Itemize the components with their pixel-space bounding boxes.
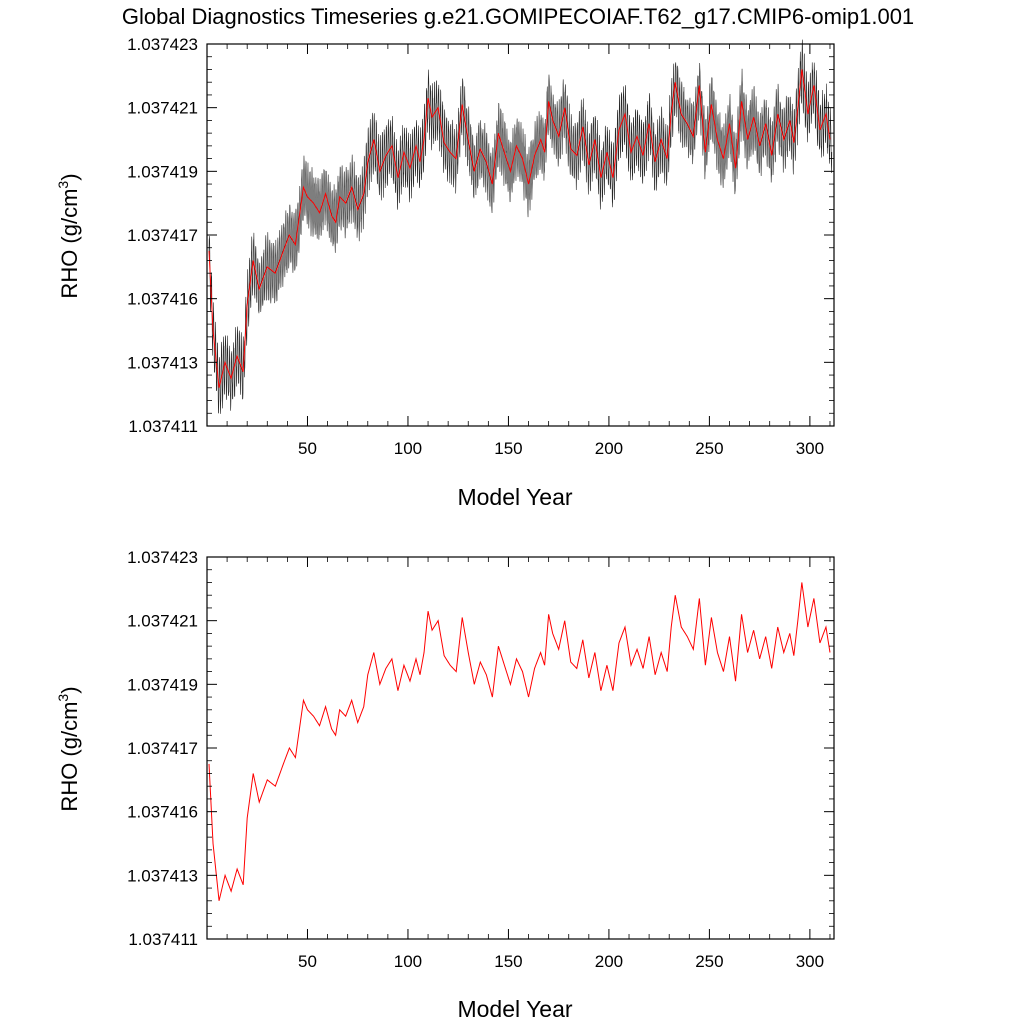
y-tick-label: 1.037417 <box>127 226 198 245</box>
x-tick-label: 50 <box>298 952 317 971</box>
y-tick-label: 1.037413 <box>127 353 198 372</box>
x-tick-label: 300 <box>796 952 824 971</box>
y-tick-label: 1.037423 <box>127 548 198 567</box>
x-tick-label: 250 <box>695 439 723 458</box>
annual-mean-line <box>208 582 831 901</box>
x-tick-label: 200 <box>595 952 623 971</box>
x-tick-label: 100 <box>394 952 422 971</box>
x-tick-label: 150 <box>494 439 522 458</box>
x-tick-label: 250 <box>695 952 723 971</box>
y-tick-label: 1.037416 <box>127 803 198 822</box>
x-tick-label: 200 <box>595 439 623 458</box>
x-tick-label: 100 <box>394 439 422 458</box>
annual-mean-line <box>208 69 831 388</box>
monthly-line <box>208 39 833 414</box>
bottom-x-axis-label: Model Year <box>457 996 572 1022</box>
monthly-series-line <box>208 39 833 414</box>
y-tick-label: 1.037411 <box>128 930 198 949</box>
bottom-plot-frame <box>206 556 835 940</box>
annual-mean-series-line <box>208 69 831 388</box>
x-tick-label: 150 <box>494 952 522 971</box>
y-tick-label: 1.037411 <box>128 417 198 436</box>
bottom-panel: 1.037411 1.037413 1.037416 1.037417 1.037419… <box>55 548 835 1022</box>
figure-title: Global Diagnostics Timeseries g.e21.GOMI… <box>122 4 914 29</box>
y-tick-label: 1.037423 <box>127 35 198 54</box>
x-tick-label: 50 <box>298 439 317 458</box>
y-tick-label: 1.037419 <box>127 675 198 694</box>
y-tick-label: 1.037416 <box>127 290 198 309</box>
top-x-axis-label: Model Year <box>457 484 572 510</box>
x-tick-label: 300 <box>796 439 824 458</box>
top-y-axis-label: RHO (g/cm3) <box>55 173 82 298</box>
y-tick-label: 1.037421 <box>127 99 198 118</box>
top-panel: 1.037411 1.037413 1.037416 1.037417 1.037419… <box>55 35 835 510</box>
bottom-y-axis-label: RHO (g/cm3) <box>55 686 82 811</box>
annual-mean-series-line <box>208 582 831 901</box>
y-tick-label: 1.037419 <box>127 162 198 181</box>
y-tick-label: 1.037417 <box>127 739 198 758</box>
y-tick-label: 1.037421 <box>127 612 198 631</box>
y-tick-label: 1.037413 <box>127 866 198 885</box>
